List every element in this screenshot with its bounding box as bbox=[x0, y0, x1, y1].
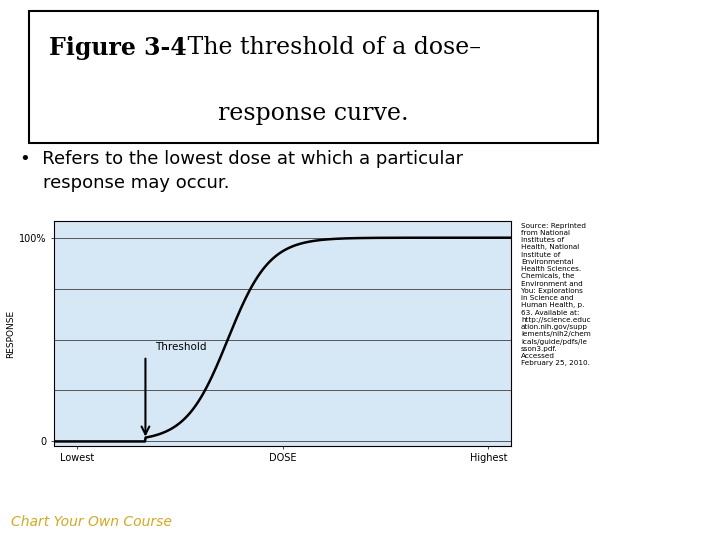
Text: © 2011 Jones & Bartlett Learning, LLC
www.jblearning.com: © 2011 Jones & Bartlett Learning, LLC ww… bbox=[526, 489, 699, 508]
Text: JONES & BARTLETT LEARNING: JONES & BARTLETT LEARNING bbox=[11, 473, 360, 493]
Text: Figure 3-4: Figure 3-4 bbox=[49, 36, 186, 60]
Y-axis label: RESPONSE: RESPONSE bbox=[6, 309, 14, 357]
Text: Source: Reprinted
from National
Institutes of
Health, National
Institute of
Envi: Source: Reprinted from National Institut… bbox=[521, 222, 590, 366]
Text: •  Refers to the lowest dose at which a particular
    response may occur.: • Refers to the lowest dose at which a p… bbox=[20, 150, 463, 192]
Text: Chart Your Own Course: Chart Your Own Course bbox=[11, 515, 171, 529]
Text: The threshold of a dose–: The threshold of a dose– bbox=[179, 36, 480, 59]
Text: response curve.: response curve. bbox=[218, 103, 408, 125]
Text: Threshold: Threshold bbox=[155, 342, 206, 352]
